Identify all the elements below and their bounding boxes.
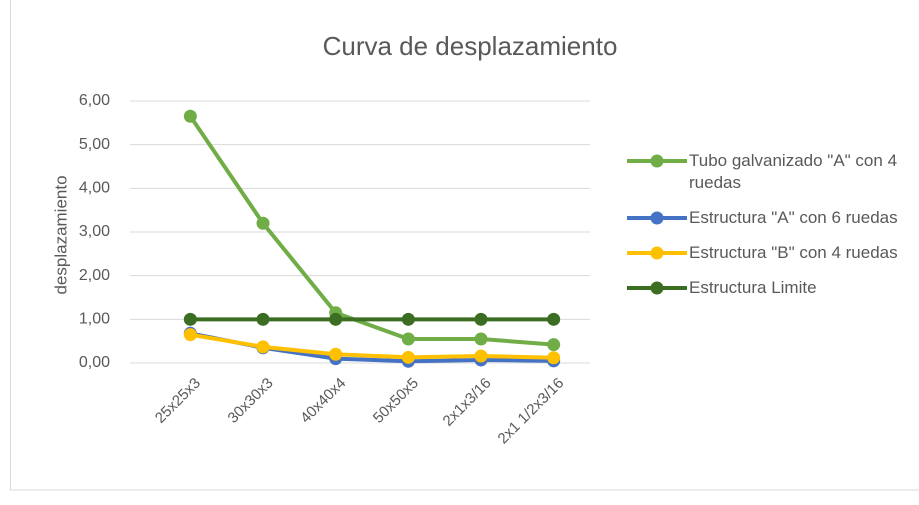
chart-title: Curva de desplazamiento (323, 31, 618, 61)
legend-marker (650, 246, 664, 260)
y-tick-label: 5,00 (79, 136, 110, 153)
point (401, 350, 415, 364)
legend-label: Estructura "A" con 6 ruedas (689, 208, 898, 227)
point (183, 109, 197, 123)
legend-item: Tubo galvanizado "A" con 4 ruedas (625, 150, 915, 194)
y-tick-label: 6,00 (79, 92, 110, 109)
legend-swatch (627, 154, 687, 168)
legend-marker (650, 154, 664, 168)
legend-item: Estructura "B" con 4 ruedas (625, 242, 915, 264)
point (474, 332, 488, 346)
legend-label: Tubo galvanizado "A" con 4 ruedas (689, 151, 898, 192)
legend-marker (650, 211, 664, 225)
point (256, 312, 270, 326)
legend-label: Estructura "B" con 4 ruedas (689, 243, 898, 262)
y-tick-label: 0,00 (79, 354, 110, 371)
point (547, 351, 561, 365)
point (474, 312, 488, 326)
legend-marker (650, 281, 664, 295)
point (256, 340, 270, 354)
y-tick-label: 3,00 (79, 223, 110, 240)
series-line (190, 332, 554, 360)
chart-border (10, 0, 919, 491)
legend-swatch (627, 281, 687, 295)
point (401, 332, 415, 346)
y-tick-label: 4,00 (79, 180, 110, 197)
legend: Tubo galvanizado "A" con 4 ruedas Estruct… (625, 150, 915, 312)
y-tick-label: 2,00 (79, 267, 110, 284)
point (547, 338, 561, 352)
point (256, 216, 270, 230)
legend-swatch (627, 246, 687, 260)
legend-item: Estructura "A" con 6 ruedas (625, 207, 915, 229)
point (329, 347, 343, 361)
y-tick-label: 1,00 (79, 311, 110, 328)
legend-label: Estructura Limite (689, 278, 817, 297)
legend-swatch (627, 211, 687, 225)
point (474, 349, 488, 363)
point (183, 312, 197, 326)
legend-item: Estructura Limite (625, 277, 915, 299)
point (401, 312, 415, 326)
point (547, 312, 561, 326)
series-line (188, 115, 554, 347)
point (183, 328, 197, 342)
point (329, 312, 343, 326)
y-axis-label: desplazamiento (51, 175, 70, 294)
